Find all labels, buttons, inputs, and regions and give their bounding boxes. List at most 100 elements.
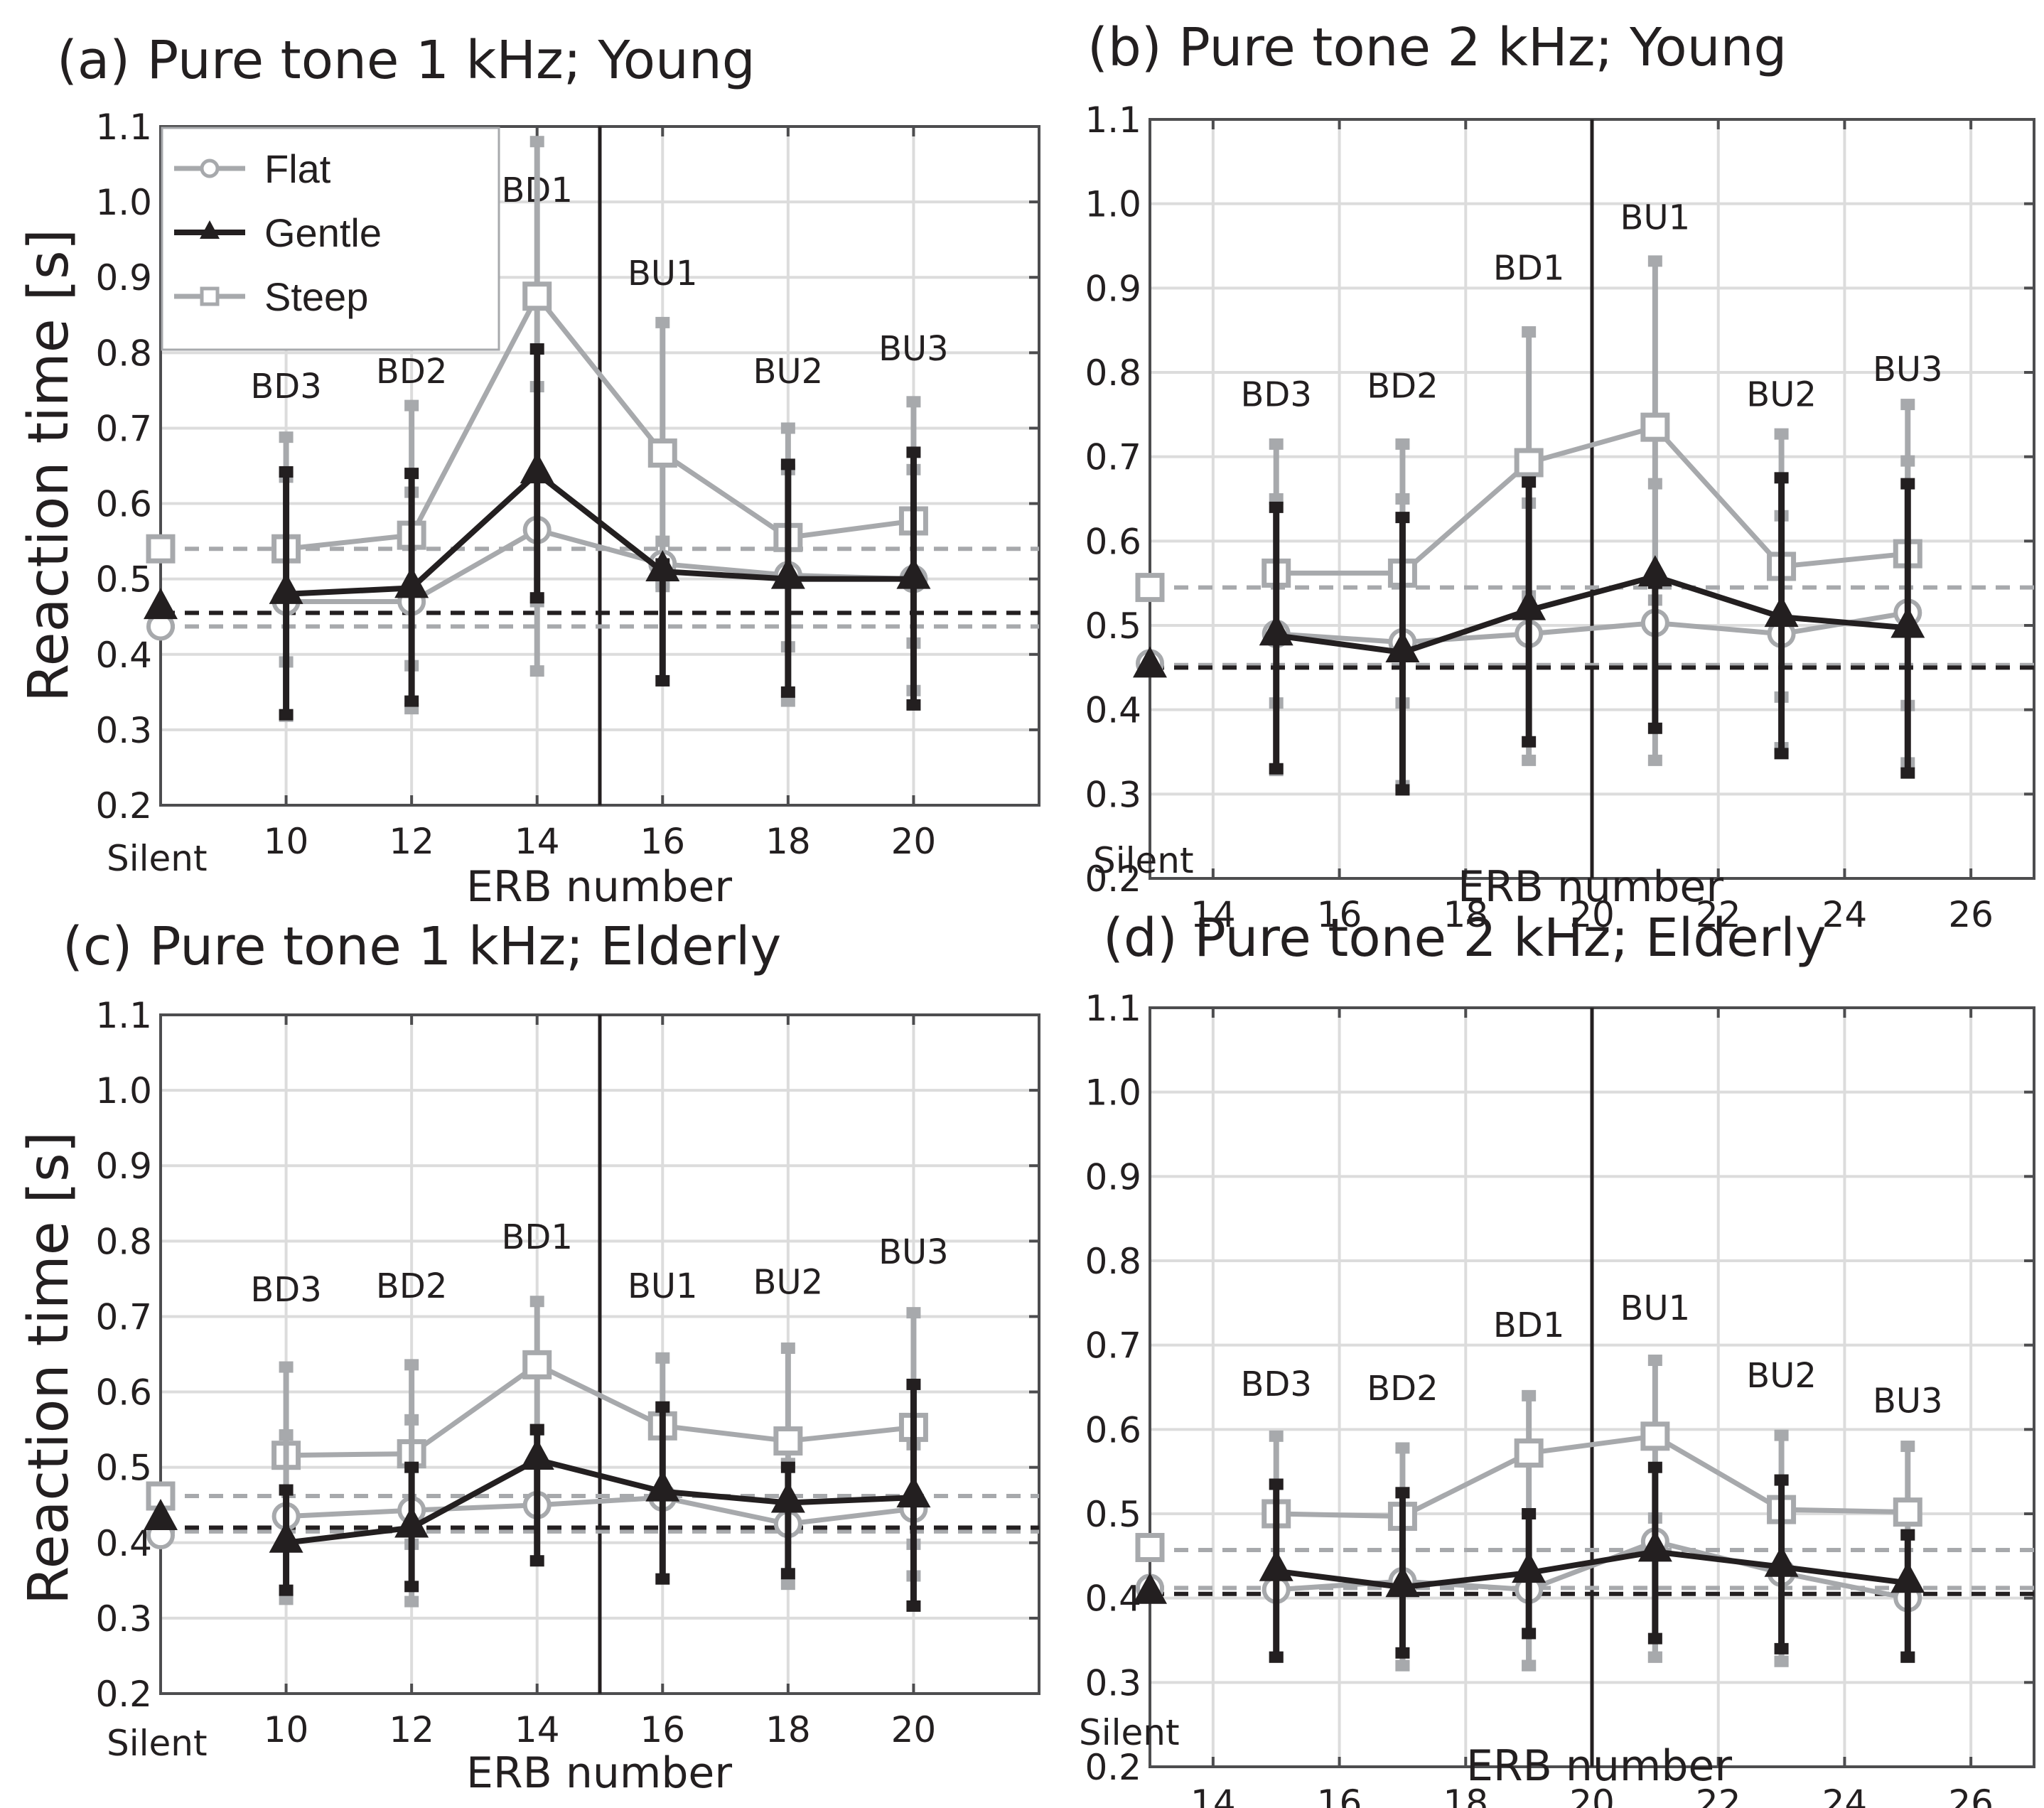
legend-label: Steep	[264, 274, 368, 319]
series-line	[286, 294, 914, 551]
panel-b: 0.2 0.3 0.4 0.5 0.6 0.7 0.8 0.9 1.0 1.1 14 16 18 20 22…	[1085, 17, 2035, 935]
error-cap	[1900, 478, 1915, 490]
error-cap	[1900, 767, 1915, 779]
y-axis-label: Reaction time [s]	[17, 1131, 81, 1605]
y-tick-label: 0.3	[1085, 1662, 1141, 1704]
band-annotation: BU1	[1620, 1288, 1691, 1328]
x-tick-label: 12	[389, 1709, 434, 1750]
data-point-square	[522, 281, 552, 311]
data-point-triangle	[770, 557, 805, 589]
data-point-square	[1135, 1532, 1165, 1562]
error-cap	[404, 1461, 419, 1473]
plot-area: 0.2 0.3 0.4 0.5 0.6 0.7 0.8 0.9 1.0 1.1 10 12 14 16 18…	[95, 995, 1040, 1750]
legend-item-flat: Flat	[174, 146, 331, 191]
silent-label: Silent	[1079, 1712, 1180, 1753]
data-point-square	[1893, 1497, 1922, 1527]
silent-label: Silent	[1093, 840, 1194, 881]
error-cap	[529, 343, 544, 355]
error-cap	[780, 1578, 795, 1591]
series-line	[286, 1457, 914, 1546]
panel-title: (c) Pure tone 1 kHz; Elderly	[63, 916, 781, 977]
square-marker-icon	[200, 286, 220, 306]
x-tick-label: 20	[1569, 1782, 1615, 1808]
data-point-triangle	[1637, 555, 1672, 587]
error-cap	[529, 1296, 544, 1308]
plot-area: 0.2 0.3 0.4 0.5 0.6 0.7 0.8 0.9 1.0 1.1 14 16 18 20 22…	[1085, 99, 2035, 935]
error-cap	[655, 535, 670, 547]
x-tick-label: 12	[389, 821, 434, 862]
data-point-square	[1640, 1421, 1670, 1451]
circle-marker-icon	[200, 158, 220, 178]
x-tick-label: 16	[640, 1709, 685, 1750]
y-tick-label: 0.4	[1085, 1578, 1141, 1620]
band-annotation: BD2	[1367, 367, 1438, 407]
error-cap	[404, 1581, 419, 1593]
error-cap	[1900, 399, 1915, 411]
error-cap	[655, 674, 670, 687]
data-point-triangle	[1133, 646, 1167, 678]
data-point-square	[647, 438, 677, 468]
y-tick-label: 1.1	[95, 995, 152, 1036]
y-tick-label: 1.0	[1085, 184, 1141, 225]
x-tick-label: 14	[1190, 894, 1236, 935]
series-gentle	[144, 343, 931, 721]
series-line	[1276, 424, 1908, 576]
x-tick-label: 16	[1317, 894, 1362, 935]
x-tick-label: 20	[1569, 894, 1615, 935]
y-tick-label: 0.8	[95, 333, 152, 374]
error-cap	[780, 1461, 795, 1473]
data-point-triangle	[1259, 1549, 1293, 1581]
series-line	[286, 527, 914, 604]
data-point-triangle	[1259, 614, 1293, 646]
error-cap	[1395, 1487, 1410, 1499]
data-point-triangle	[1133, 1572, 1167, 1604]
data-point-square	[146, 534, 176, 564]
error-cap	[529, 1424, 544, 1436]
error-cap	[1900, 1441, 1915, 1453]
data-point-square	[1514, 448, 1544, 478]
y-tick-label: 0.6	[1085, 1409, 1141, 1451]
y-tick-label: 0.7	[95, 408, 152, 449]
error-cap	[780, 458, 795, 470]
plot-area: 0.2 0.3 0.4 0.5 0.6 0.7 0.8 0.9 1.0 1.1 14 16 18 20 22…	[1085, 988, 2035, 1808]
error-cap	[1522, 754, 1537, 766]
x-tick-label: 26	[1948, 1782, 1994, 1808]
y-tick-label: 0.8	[1085, 1241, 1141, 1282]
series-gentle	[1133, 1461, 1925, 1663]
error-cap	[404, 1359, 419, 1371]
x-tick-label: 20	[891, 1709, 937, 1750]
data-point-triangle	[144, 588, 178, 620]
x-tick-label: 14	[515, 821, 560, 862]
y-tick-label: 0.6	[95, 484, 152, 525]
band-annotation: BD1	[1493, 248, 1564, 288]
y-tick-label: 0.5	[1085, 606, 1141, 647]
legend-label: Gentle	[264, 210, 382, 255]
panel-title: (d) Pure tone 2 kHz; Elderly	[1103, 908, 1827, 969]
error-cap	[404, 695, 419, 707]
error-cap	[1522, 476, 1537, 488]
error-cap	[1774, 1429, 1789, 1441]
band-annotation: BU3	[1873, 350, 1943, 389]
error-cap	[279, 431, 294, 443]
band-annotation: BD2	[376, 1266, 447, 1306]
data-point-triangle	[1890, 1561, 1925, 1593]
y-tick-label: 1.0	[95, 182, 152, 223]
band-annotation: BU3	[878, 329, 949, 369]
data-point-triangle	[1764, 1545, 1799, 1577]
error-cap	[1395, 1659, 1410, 1672]
error-cap	[655, 1352, 670, 1364]
data-point-triangle	[645, 550, 680, 582]
y-tick-label: 0.3	[1085, 774, 1141, 815]
y-tick-label: 0.8	[95, 1221, 152, 1262]
data-point-triangle	[269, 572, 303, 604]
band-annotation: BD2	[376, 352, 447, 392]
data-point-triangle	[896, 1476, 931, 1508]
band-annotation: BD3	[250, 1270, 321, 1310]
data-point-triangle	[394, 566, 429, 598]
error-cap	[906, 446, 921, 458]
error-cap	[1395, 1647, 1410, 1659]
error-cap	[1269, 438, 1284, 450]
silent-label: Silent	[107, 1723, 208, 1764]
error-cap	[906, 1307, 921, 1319]
